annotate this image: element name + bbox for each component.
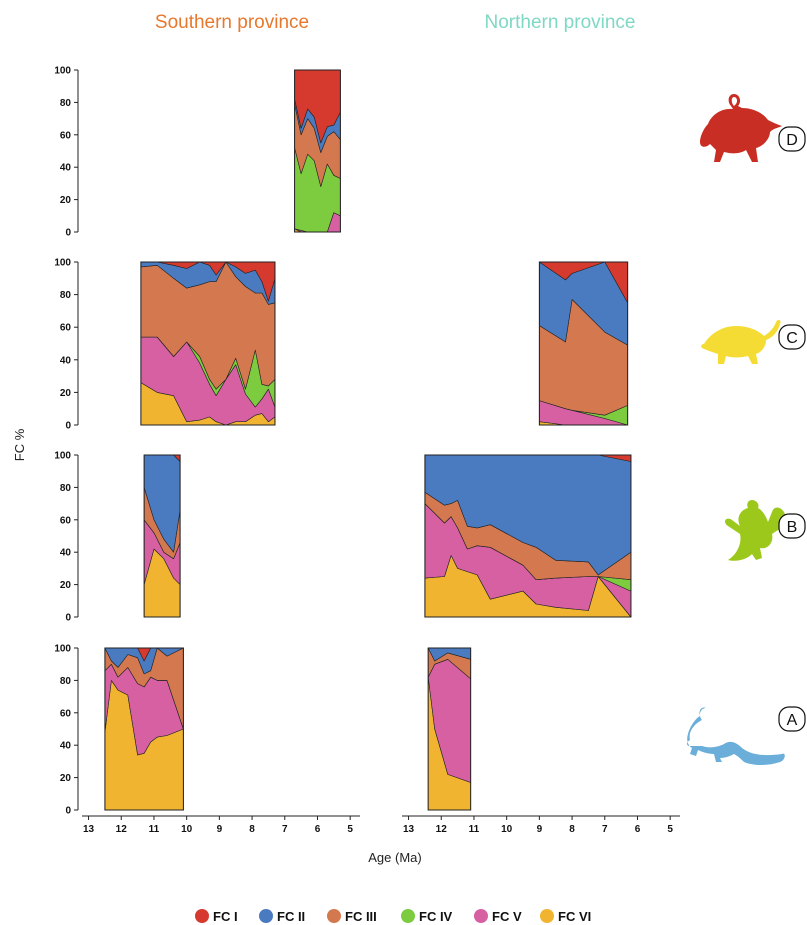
panel-b-northern bbox=[424, 454, 632, 618]
y-tick-label: 20 bbox=[60, 195, 72, 206]
badge-c-text: C bbox=[786, 330, 798, 347]
legend-item-fc-vi: FC VI bbox=[540, 909, 591, 924]
x-tick-label: 11 bbox=[469, 824, 480, 835]
panel-frame bbox=[427, 647, 472, 811]
x-tick-label: 9 bbox=[537, 824, 543, 835]
y-tick-label: 60 bbox=[60, 708, 72, 719]
legend: FC I FC II FC III FC IV FC V FC VI bbox=[195, 909, 591, 924]
y-tick-label: 20 bbox=[60, 773, 72, 784]
panel-b-southern bbox=[143, 454, 181, 618]
badge-b: B bbox=[778, 513, 806, 539]
y-tick-label: 100 bbox=[54, 451, 71, 462]
y-tick-label: 20 bbox=[60, 388, 72, 399]
badge-b-text: B bbox=[787, 519, 798, 536]
y-tick-label: 40 bbox=[60, 163, 72, 174]
y-axis-d: 0 20 40 60 80 100 bbox=[54, 66, 79, 239]
y-tick-label: 0 bbox=[65, 228, 71, 239]
y-axis-label: FC % bbox=[12, 428, 27, 461]
x-tick-label: 12 bbox=[436, 824, 448, 835]
x-tick-label: 6 bbox=[315, 824, 321, 835]
y-axis-c: 0 20 40 60 80 100 bbox=[54, 258, 79, 432]
y-tick-label: 100 bbox=[54, 644, 71, 655]
southern-province-title: Southern province bbox=[155, 12, 309, 33]
panel-c-southern bbox=[140, 261, 276, 426]
legend-label-fc-v: FC V bbox=[492, 909, 522, 924]
y-tick-label: 80 bbox=[60, 676, 72, 687]
panel-frame bbox=[294, 69, 341, 233]
legend-label-fc-iv: FC IV bbox=[419, 909, 453, 924]
panel-a-northern bbox=[427, 647, 472, 811]
legend-item-fc-ii: FC II bbox=[259, 909, 305, 924]
y-tick-label: 40 bbox=[60, 548, 72, 559]
y-tick-label: 40 bbox=[60, 741, 72, 752]
badge-d-text: D bbox=[786, 132, 798, 149]
x-axis-northern: 13 12 11 10 9 8 7 6 5 bbox=[402, 815, 680, 835]
badge-a-text: A bbox=[787, 712, 798, 729]
y-tick-label: 0 bbox=[65, 613, 71, 624]
panel-d-southern bbox=[294, 69, 341, 233]
badge-d: D bbox=[778, 126, 806, 152]
y-tick-label: 40 bbox=[60, 355, 72, 366]
x-axis-southern: 13 12 11 10 9 8 7 6 5 bbox=[82, 815, 360, 835]
panel-a-southern bbox=[104, 647, 184, 811]
y-tick-label: 100 bbox=[54, 66, 71, 77]
legend-item-fc-v: FC V bbox=[474, 909, 522, 924]
x-tick-label: 7 bbox=[602, 824, 608, 835]
northern-province-title: Northern province bbox=[484, 12, 635, 33]
badge-a: A bbox=[778, 706, 806, 732]
x-tick-label: 10 bbox=[501, 824, 513, 835]
chart-axes: 0 20 40 60 80 100 0 20 40 60 80 100 0 20 40 60 80 100 0 20 4… bbox=[54, 66, 680, 835]
legend-label-fc-iii: FC III bbox=[345, 909, 377, 924]
x-tick-label: 8 bbox=[569, 824, 575, 835]
panel-frame bbox=[140, 261, 276, 426]
legend-label-fc-i: FC I bbox=[213, 909, 238, 924]
legend-item-fc-iv: FC IV bbox=[401, 909, 453, 924]
badge-c: C bbox=[778, 324, 806, 350]
y-tick-label: 60 bbox=[60, 130, 72, 141]
x-tick-label: 10 bbox=[181, 824, 193, 835]
y-tick-label: 80 bbox=[60, 290, 72, 301]
y-tick-label: 0 bbox=[65, 806, 71, 817]
chart-panels bbox=[104, 69, 632, 811]
x-tick-label: 8 bbox=[249, 824, 255, 835]
legend-label-fc-vi: FC VI bbox=[558, 909, 591, 924]
x-tick-label: 13 bbox=[83, 824, 95, 835]
panel-frame bbox=[104, 647, 184, 811]
panel-frame bbox=[538, 261, 629, 426]
y-tick-label: 60 bbox=[60, 515, 72, 526]
panel-c-northern bbox=[538, 261, 629, 426]
y-axis-b: 0 20 40 60 80 100 bbox=[54, 451, 79, 624]
legend-label-fc-ii: FC II bbox=[277, 909, 305, 924]
y-tick-label: 80 bbox=[60, 483, 72, 494]
x-tick-label: 12 bbox=[116, 824, 128, 835]
legend-item-fc-i: FC I bbox=[195, 909, 238, 924]
panel-frame bbox=[143, 454, 181, 618]
x-tick-label: 9 bbox=[217, 824, 223, 835]
legend-item-fc-iii: FC III bbox=[327, 909, 377, 924]
x-tick-label: 13 bbox=[403, 824, 415, 835]
x-tick-label: 5 bbox=[667, 824, 673, 835]
y-tick-label: 0 bbox=[65, 421, 71, 432]
x-tick-label: 11 bbox=[149, 824, 160, 835]
y-tick-label: 60 bbox=[60, 323, 72, 334]
y-tick-label: 100 bbox=[54, 258, 71, 269]
blue-rodent-icon bbox=[687, 707, 785, 765]
y-tick-label: 80 bbox=[60, 98, 72, 109]
x-axis-label: Age (Ma) bbox=[368, 850, 421, 865]
y-axis-a: 0 20 40 60 80 100 bbox=[54, 644, 79, 817]
red-rodent-icon bbox=[700, 94, 782, 162]
x-tick-label: 7 bbox=[282, 824, 288, 835]
yellow-rodent-icon bbox=[701, 319, 781, 364]
green-squirrel-icon bbox=[725, 500, 786, 561]
x-tick-label: 6 bbox=[635, 824, 641, 835]
panel-frame bbox=[424, 454, 632, 618]
x-tick-label: 5 bbox=[347, 824, 353, 835]
y-tick-label: 20 bbox=[60, 580, 72, 591]
